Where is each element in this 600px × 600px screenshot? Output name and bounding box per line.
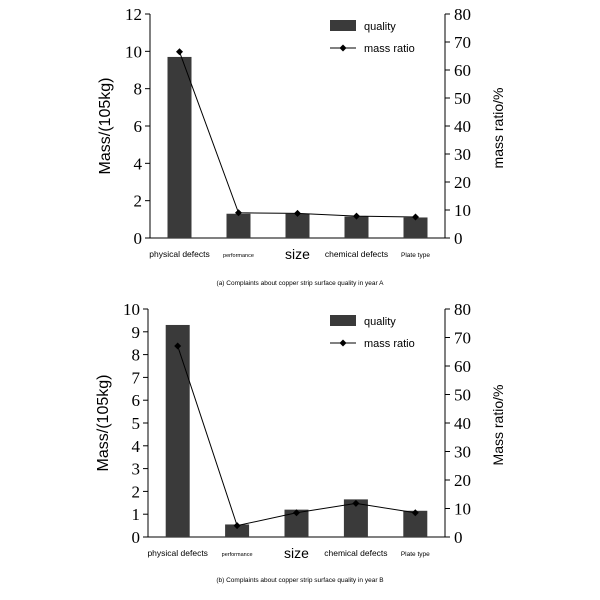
left-tick-label: 0: [134, 229, 143, 248]
right-tick-label: 60: [454, 61, 471, 80]
left-tick-label: 2: [134, 192, 143, 211]
legend-bar-label: quality: [364, 316, 396, 328]
mass-ratio-marker-4: [353, 212, 360, 220]
left-tick-label: 6: [132, 391, 141, 410]
category-label: size: [284, 545, 309, 561]
right-tick-label: 40: [454, 414, 471, 433]
legend-bar-label: quality: [364, 21, 396, 33]
right-tick-label: 30: [454, 443, 471, 462]
right-tick-label: 10: [454, 201, 471, 220]
left-tick-label: 0: [132, 528, 141, 547]
right-tick-label: 50: [454, 386, 471, 405]
right-tick-label: 70: [454, 33, 471, 52]
left-tick-label: 2: [132, 482, 141, 501]
legend-bar-swatch: [330, 20, 356, 31]
y2-axis-title: Mass ratio/%: [490, 385, 506, 466]
right-tick-label: 70: [454, 329, 471, 348]
y-axis-title: Mass/(105kg): [95, 375, 112, 472]
legend-bar-swatch: [330, 315, 356, 326]
right-tick-label: 0: [454, 528, 463, 547]
left-tick-label: 5: [132, 414, 141, 433]
left-tick-label: 4: [134, 154, 143, 173]
left-tick-label: 7: [132, 368, 141, 387]
mass-ratio-line: [179, 51, 416, 218]
legend-line-label: mass ratio: [364, 43, 415, 55]
left-tick-label: 12: [125, 5, 142, 24]
category-label: size: [285, 246, 310, 262]
category-label: chemical defects: [324, 548, 387, 558]
category-label: performance: [223, 253, 254, 259]
category-label: chemical defects: [325, 249, 388, 259]
left-tick-label: 8: [134, 80, 143, 99]
right-tick-label: 80: [454, 300, 471, 319]
category-label: performance: [222, 552, 253, 558]
right-tick-label: 10: [454, 500, 471, 519]
left-tick-label: 8: [132, 346, 141, 365]
category-label: Plate type: [401, 551, 430, 558]
mass-ratio-marker-5: [412, 213, 419, 221]
legend-line-marker: [339, 44, 347, 52]
chart-caption: (a) Complaints about copper strip surfac…: [217, 280, 385, 287]
bar-2: [225, 524, 250, 537]
mass-ratio-marker-1: [176, 48, 183, 56]
right-tick-label: 30: [454, 145, 471, 164]
bar-1: [165, 324, 190, 537]
right-tick-label: 80: [454, 5, 471, 24]
chart-a: 0 2 4 6 8 10 12 0 10 20 30 40 50 60 70 80 Mass/(105kg) ma…: [97, 5, 506, 287]
left-tick-label: 1: [132, 505, 141, 524]
category-label: Plate type: [401, 252, 430, 259]
left-tick-label: 6: [134, 117, 143, 136]
category-label: physical defects: [147, 548, 207, 558]
bar-2: [226, 213, 251, 238]
right-tick-label: 20: [454, 471, 471, 490]
mass-ratio-marker-1: [174, 342, 182, 350]
bar-1: [167, 56, 192, 238]
bar-5: [403, 217, 428, 238]
left-tick-label: 4: [132, 437, 141, 456]
mass-ratio-marker-5: [411, 509, 419, 517]
left-tick-label: 3: [132, 460, 141, 479]
left-tick-label: 10: [125, 42, 142, 61]
right-tick-label: 50: [454, 89, 471, 108]
mass-ratio-marker-2: [233, 522, 241, 530]
y2-axis-title: mass ratio/%: [490, 88, 506, 169]
right-tick-label: 20: [454, 173, 471, 192]
mass-ratio-line: [177, 345, 416, 527]
left-tick-label: 10: [123, 300, 140, 319]
mass-ratio-marker-4: [352, 499, 360, 507]
right-tick-label: 60: [454, 357, 471, 376]
mass-ratio-marker-2: [235, 209, 242, 217]
category-label: physical defects: [149, 249, 209, 259]
chart-b: 0 1 2 3 4 5 6 7 8 9 10 0 10 20 30 40 50 60 70 80 Mass/(105kg…: [95, 300, 506, 584]
chart-caption: (b) Complaints about copper strip surfac…: [216, 577, 383, 584]
left-tick-label: 9: [132, 323, 141, 342]
legend-line-label: mass ratio: [364, 338, 415, 350]
mass-ratio-marker-3: [294, 209, 301, 217]
bar-3: [285, 213, 310, 238]
legend-line-marker: [339, 339, 347, 347]
y-axis-title: Mass/(105kg): [97, 78, 114, 175]
right-tick-label: 0: [454, 229, 463, 248]
bar-4: [344, 216, 369, 238]
right-tick-label: 40: [454, 117, 471, 136]
mass-ratio-marker-3: [293, 509, 300, 517]
